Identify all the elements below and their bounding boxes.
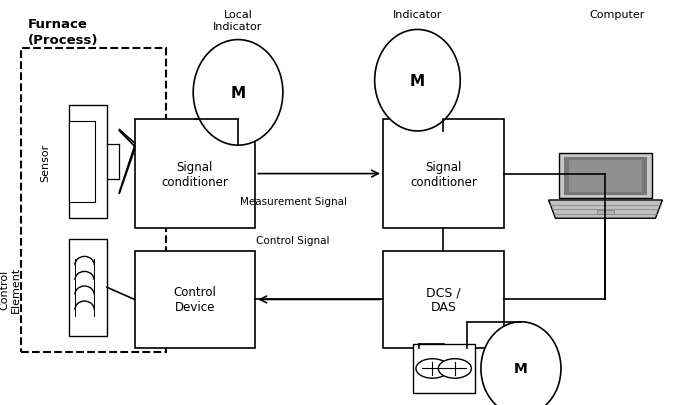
Bar — [569, 160, 642, 193]
Text: Computer: Computer — [590, 10, 645, 20]
Text: Signal
conditioner: Signal conditioner — [161, 160, 228, 188]
Text: Measurement Signal: Measurement Signal — [239, 196, 347, 207]
Text: Control
Element: Control Element — [0, 266, 21, 313]
Text: Local
Indicator: Local Indicator — [213, 10, 263, 32]
Bar — [69, 122, 95, 202]
Text: DCS /
DAS: DCS / DAS — [426, 286, 461, 313]
Bar — [383, 119, 504, 229]
Bar — [21, 49, 166, 352]
Bar — [383, 251, 504, 348]
Bar — [69, 239, 107, 336]
Text: M: M — [514, 362, 528, 375]
Bar — [135, 119, 255, 229]
Ellipse shape — [375, 30, 460, 132]
Circle shape — [416, 359, 449, 378]
Ellipse shape — [193, 40, 283, 146]
Bar — [597, 210, 614, 214]
Text: Indicator: Indicator — [393, 10, 442, 20]
Text: Sensor: Sensor — [40, 143, 50, 181]
Text: M: M — [410, 74, 425, 88]
Bar — [69, 105, 107, 219]
Text: Control
Device: Control Device — [173, 286, 217, 313]
Bar — [135, 251, 255, 348]
Bar — [559, 154, 652, 198]
Ellipse shape — [481, 322, 561, 405]
Text: M: M — [230, 86, 246, 100]
Bar — [413, 344, 475, 393]
Text: Control Signal: Control Signal — [257, 235, 330, 245]
Circle shape — [438, 359, 471, 378]
Bar — [564, 157, 647, 195]
Text: Furnace
(Process): Furnace (Process) — [28, 18, 98, 47]
Text: Signal
conditioner: Signal conditioner — [410, 160, 477, 188]
Polygon shape — [549, 200, 662, 219]
